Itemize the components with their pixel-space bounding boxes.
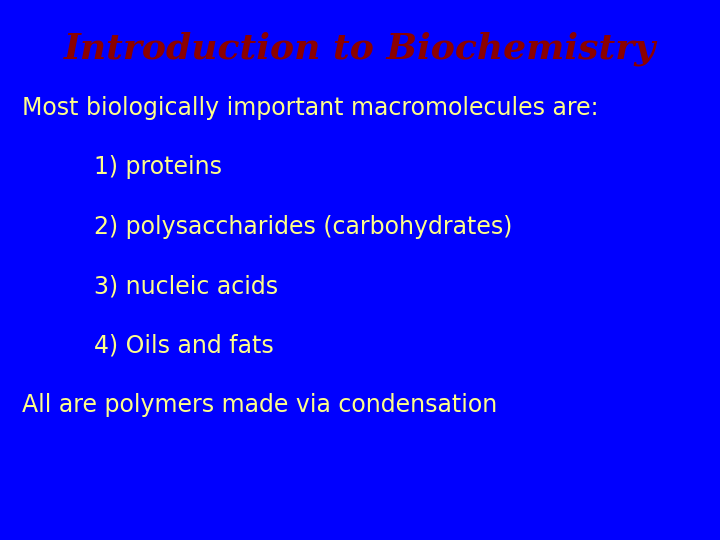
Text: 1) proteins: 1) proteins — [94, 156, 222, 179]
Text: 3) nucleic acids: 3) nucleic acids — [94, 274, 278, 298]
Text: 2) polysaccharides (carbohydrates): 2) polysaccharides (carbohydrates) — [94, 215, 512, 239]
Text: Introduction to Biochemistry: Introduction to Biochemistry — [64, 31, 656, 66]
Text: All are polymers made via condensation: All are polymers made via condensation — [22, 393, 497, 417]
Text: Most biologically important macromolecules are:: Most biologically important macromolecul… — [22, 96, 598, 120]
Text: 4) Oils and fats: 4) Oils and fats — [94, 334, 274, 357]
